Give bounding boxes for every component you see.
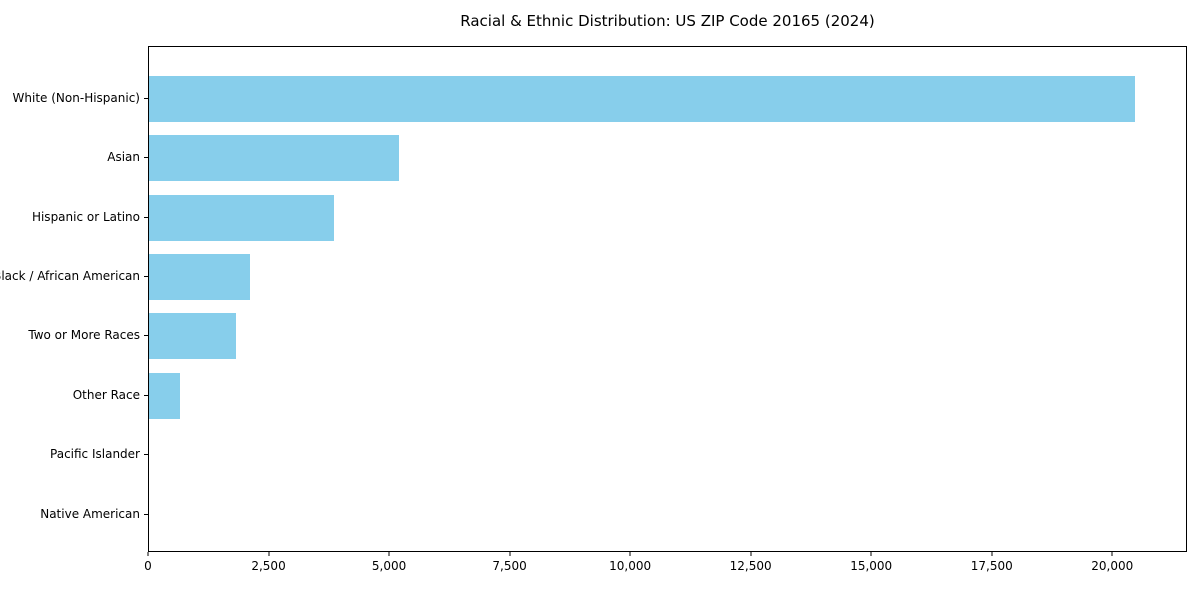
y-tick: [144, 454, 148, 456]
y-tick-label-pacific-islander: Pacific Islander: [50, 447, 140, 462]
y-tick: [144, 513, 148, 515]
x-tick: [147, 552, 149, 556]
x-tick-label: 7,500: [492, 559, 527, 573]
x-axis: 0 2,500 5,000 7,500 10,000 12,500 15,000 17,500…: [144, 552, 1187, 592]
y-tick-label-black-african-american: Black / African American: [0, 268, 140, 283]
x-tick: [750, 552, 752, 556]
bar-hispanic-or-latino: [149, 194, 334, 241]
y-axis: White (Non-Hispanic) Asian Hispanic or Lat…: [0, 46, 148, 552]
y-tick: [144, 275, 148, 277]
bar-two-or-more-races: [149, 313, 237, 360]
plot-area: [148, 46, 1187, 552]
y-tick-label-hispanic-or-latino: Hispanic or Latino: [31, 209, 140, 224]
y-tick: [144, 216, 148, 218]
x-tick-label: 12,500: [729, 559, 772, 573]
x-tick-label: 17,500: [970, 559, 1013, 573]
y-tick-label-other-race: Other Race: [72, 387, 140, 402]
y-tick-label-white-non-hispanic: White (Non-Hispanic): [12, 90, 140, 105]
y-tick: [144, 97, 148, 99]
bar-other-race: [149, 372, 180, 419]
y-tick: [144, 335, 148, 337]
y-tick-label-native-american: Native American: [40, 506, 140, 521]
x-tick-label: 2,500: [251, 559, 286, 573]
x-tick: [1111, 552, 1113, 556]
chart-title: Racial & Ethnic Distribution: US ZIP Cod…: [460, 12, 875, 30]
y-tick-label-asian: Asian: [107, 150, 140, 165]
x-tick-label: 10,000: [609, 559, 652, 573]
bar-asian: [149, 135, 400, 182]
x-tick: [870, 552, 872, 556]
bar-white-non-hispanic: [149, 75, 1136, 122]
y-tick: [144, 157, 148, 159]
x-tick-label: 15,000: [850, 559, 893, 573]
x-tick: [991, 552, 993, 556]
x-tick-label: 0: [144, 559, 152, 573]
x-tick: [629, 552, 631, 556]
x-tick: [268, 552, 270, 556]
bar-black-african-american: [149, 253, 251, 300]
x-tick-label: 5,000: [371, 559, 407, 573]
x-tick: [388, 552, 390, 556]
y-tick-label-two-or-more-races: Two or More Races: [28, 328, 140, 343]
x-tick-label: 20,000: [1091, 559, 1134, 573]
x-tick: [509, 552, 511, 556]
y-tick: [144, 394, 148, 396]
